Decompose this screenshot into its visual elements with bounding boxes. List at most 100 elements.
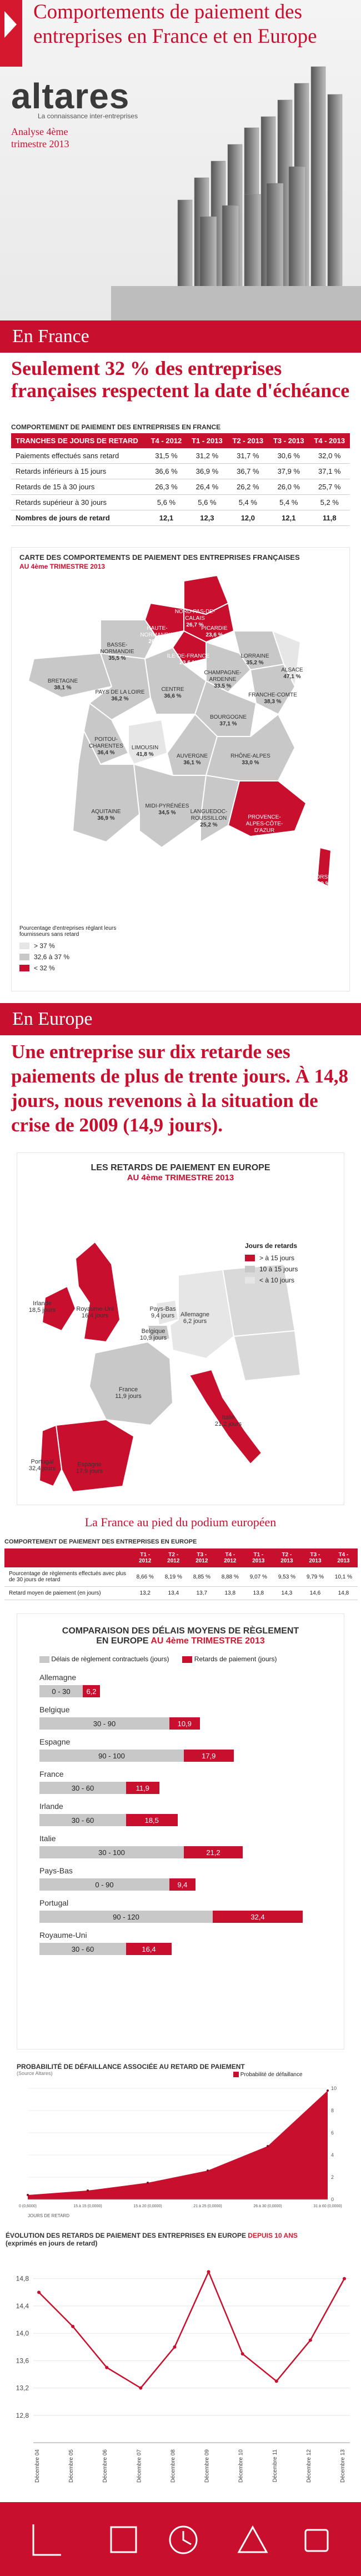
table-cell: 13,4 <box>159 1586 188 1600</box>
region-label: RHÔNE-ALPES 33,0 % <box>225 753 275 766</box>
comparison-legend-grey: Délais de règlement contractuels (jours) <box>39 1655 169 1663</box>
probability-area <box>28 2091 328 2199</box>
region-label: BRETAGNE 38,1 % <box>38 678 88 691</box>
probability-legend-label: Probabilité de défaillance <box>240 2072 303 2078</box>
region-value: 23,6 % <box>205 632 223 638</box>
region-name: POITOU-CHARENTES <box>89 736 123 749</box>
data-point <box>147 2182 149 2184</box>
region-name: BOURGOGNE <box>209 714 247 720</box>
section-france-label: En France <box>12 326 89 347</box>
x-tick-label: Décembre 13 <box>340 2449 346 2483</box>
comparison-row: Pays-Bas 0 - 90 9,4 <box>39 1866 344 1891</box>
table-cell: 26,3 % <box>146 479 187 495</box>
country-value: 16,4 jours <box>81 1312 109 1319</box>
comparison-bar: 0 - 30 6,2 <box>39 1685 344 1697</box>
region-name: PAYS DE LA LOIRE <box>95 689 145 695</box>
table-cell: 8,88 % <box>215 1567 244 1587</box>
table-cell: 12,3 <box>187 510 228 526</box>
region-name: LIMOUSIN <box>131 745 159 751</box>
y-tick-label: 8 <box>331 2108 334 2113</box>
comparison-title-line2: EN EUROPE AU 4ème TRIMESTRE 2013 <box>17 1636 344 1646</box>
payment-delay-bar: 6,2 <box>83 1685 100 1697</box>
region-name: RHÔNE-ALPES <box>230 753 270 759</box>
table-header-cell <box>4 1548 131 1567</box>
country-value: 17,9 jours <box>76 1468 103 1475</box>
europe-payment-table: T1 - 2012 T2 - 2012 T3 - 2012 T4 - 2012 T1 -… <box>4 1548 358 1600</box>
country-value: 10,9 jours <box>139 1335 167 1341</box>
payment-delay-bar: 32,4 <box>213 1911 303 1923</box>
table-cell: 36,7 % <box>227 463 269 479</box>
table-header-cell: T4 - 2013 <box>329 1548 358 1567</box>
comparison-legend-grey-label: Délais de règlement contractuels (jours) <box>51 1655 169 1663</box>
table-header-cell: TRANCHES DE JOURS DE RETARD <box>11 433 146 448</box>
europe-map-legend: Jours de retards > à 15 jours 10 à 15 jo… <box>245 1242 334 1287</box>
x-tick-label: 26 à 30 (0,0000) <box>253 2204 282 2208</box>
table-cell: 8,85 % <box>187 1567 216 1587</box>
france-map-title: CARTE DES COMPORTEMENTS DE PAIEMENT DES … <box>19 553 300 562</box>
podium-caption: La France au pied du podium européen <box>84 1515 277 1529</box>
region-value: 18,9 % <box>313 881 330 887</box>
france-legend-item: < 32 % <box>19 964 119 972</box>
data-point <box>27 2194 29 2196</box>
table-cell: 14,6 <box>300 1586 329 1600</box>
france-legend-item: > 37 % <box>19 942 119 950</box>
table-cell: 5,2 % <box>309 494 350 510</box>
region-name: AQUITAINE <box>91 809 121 815</box>
y-tick-label: 10 <box>331 2086 337 2091</box>
clock-icon <box>169 2525 198 2554</box>
table-row: Nombres de jours de retard 12,1 12,3 12,0 12… <box>11 510 350 526</box>
payment-delay-bar: 17,9 <box>184 1750 234 1762</box>
table-cell: 10,1 % <box>329 1567 358 1587</box>
x-tick-label: 31 à 60 (0,0000) <box>313 2204 342 2208</box>
contract-terms-bar: 30 - 60 <box>39 1943 126 1955</box>
contract-terms-bar: 30 - 60 <box>39 1782 126 1794</box>
bar-sculpture-illustration <box>111 66 361 322</box>
region-name: LORRAINE <box>240 653 269 659</box>
country-value: 18,5 jours <box>28 1307 56 1314</box>
region-label: LORRAINE 35,2 % <box>230 653 280 666</box>
data-point <box>87 2189 89 2192</box>
region-label: ALSACE 47,1 % <box>267 667 317 680</box>
comparison-bar: 30 - 60 11,9 <box>39 1782 344 1794</box>
table-header-cell: T3 - 2013 <box>300 1548 329 1567</box>
comparison-country: Italie <box>39 1834 56 1843</box>
table-row: Retards supérieur à 30 jours 5,6 % 5,6 % 5,… <box>11 494 350 510</box>
legend-swatch-grey <box>19 954 29 960</box>
table-cell: 30,6 % <box>268 448 309 464</box>
comparison-row: Royaume-Uni 30 - 60 16,4 <box>39 1931 344 1955</box>
table-header-cell: T4 - 2012 <box>146 433 187 448</box>
country-name: Italie <box>222 1414 235 1421</box>
comparison-country: Espagne <box>39 1737 71 1746</box>
legend-swatch-light <box>19 943 29 949</box>
france-map-legend: Pourcentage d'entreprises réglant leurs … <box>19 925 119 975</box>
europe-map-title: LES RETARDS DE PAIEMENT EN EUROPE <box>91 1163 270 1172</box>
region-value: 36,9 % <box>97 815 115 821</box>
data-point <box>173 2345 177 2349</box>
x-tick-label: 0 (0,6000) <box>19 2204 37 2208</box>
data-point <box>308 2338 312 2342</box>
europe-legend-label: 10 à 15 jours <box>259 1265 298 1273</box>
region-value: 33,5 % <box>214 683 232 689</box>
table-cell: 25,7 % <box>309 479 350 495</box>
comparison-bar: 90 - 120 32,4 <box>39 1911 344 1923</box>
x-tick-label: 15 à 20 (0,0000) <box>133 2204 162 2208</box>
data-point <box>71 2324 75 2328</box>
data-point <box>274 2379 278 2383</box>
warning-icon <box>237 2525 268 2553</box>
legend-swatch-grey <box>245 1266 255 1272</box>
table-header-cell: T2 - 2013 <box>227 433 269 448</box>
payment-delay-bar: 16,4 <box>126 1943 172 1955</box>
france-legend-item: 32,6 à 37 % <box>19 953 119 961</box>
logo-wordmark: altares <box>11 76 130 116</box>
region-label: LIMOUSIN 41,8 % <box>120 745 170 758</box>
logo-tagline: La connaissance inter-entreprises <box>38 112 138 120</box>
x-tick-label: Décembre 04 <box>34 2449 41 2483</box>
region-value: 33,0 % <box>242 760 259 766</box>
page-title: Comportements de paiement des entreprise… <box>33 1 317 48</box>
europe-legend-label: < à 10 jours <box>259 1276 295 1284</box>
region-value: 35,2 % <box>246 660 264 666</box>
table-cell: 5,6 % <box>146 494 187 510</box>
region-name: ILE-DE-FRANCE <box>167 653 210 659</box>
region-value: 37,1 % <box>219 721 237 727</box>
table-header-cell: T4 - 2012 <box>215 1548 244 1567</box>
